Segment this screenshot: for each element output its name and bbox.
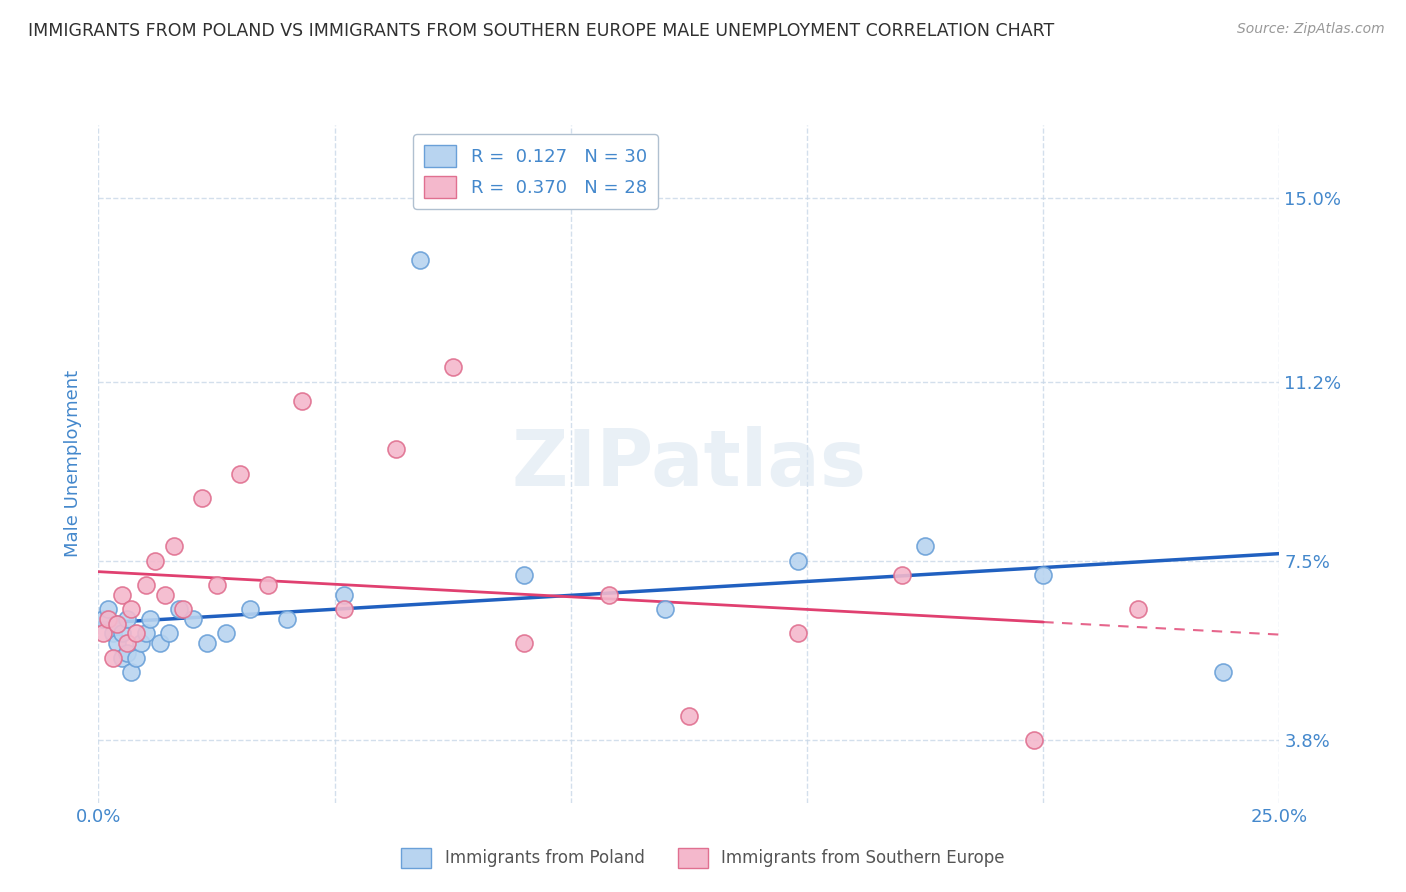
Point — [105, 636, 128, 650]
Point — [149, 636, 172, 650]
Point — [121, 665, 143, 679]
Point — [598, 588, 620, 602]
Point — [890, 568, 912, 582]
Text: Source: ZipAtlas.com: Source: ZipAtlas.com — [1237, 22, 1385, 37]
Point — [125, 650, 148, 665]
Point — [153, 588, 176, 602]
Point — [654, 602, 676, 616]
Point — [1022, 732, 1045, 747]
Text: IMMIGRANTS FROM POLAND VS IMMIGRANTS FROM SOUTHERN EUROPE MALE UNEMPLOYMENT CORR: IMMIGRANTS FROM POLAND VS IMMIGRANTS FRO… — [28, 22, 1054, 40]
Point — [229, 467, 252, 481]
Point — [333, 602, 356, 616]
Point — [195, 636, 218, 650]
Point — [205, 578, 228, 592]
Point — [512, 636, 534, 650]
Point — [97, 612, 120, 626]
Point — [97, 602, 120, 616]
Point — [257, 578, 280, 592]
Point — [678, 708, 700, 723]
Point — [111, 588, 134, 602]
Point — [290, 393, 312, 408]
Point — [91, 626, 114, 640]
Point — [101, 626, 124, 640]
Point — [105, 616, 128, 631]
Point — [239, 602, 262, 616]
Point — [167, 602, 190, 616]
Point — [408, 253, 430, 268]
Y-axis label: Male Unemployment: Male Unemployment — [65, 370, 83, 558]
Point — [121, 602, 143, 616]
Point — [157, 626, 180, 640]
Point — [215, 626, 238, 640]
Point — [129, 636, 152, 650]
Point — [115, 612, 138, 626]
Point — [333, 588, 356, 602]
Point — [385, 442, 408, 457]
Point — [115, 636, 138, 650]
Point — [512, 568, 534, 582]
Point — [101, 650, 124, 665]
Point — [441, 359, 464, 374]
Point — [105, 616, 128, 631]
Point — [181, 612, 204, 626]
Point — [139, 612, 162, 626]
Legend: Immigrants from Poland, Immigrants from Southern Europe: Immigrants from Poland, Immigrants from … — [395, 841, 1011, 875]
Point — [111, 626, 134, 640]
Point — [91, 612, 114, 626]
Point — [172, 602, 194, 616]
Point — [143, 554, 166, 568]
Point — [135, 626, 157, 640]
Point — [191, 491, 214, 505]
Point — [1032, 568, 1054, 582]
Text: ZIPatlas: ZIPatlas — [512, 425, 866, 502]
Point — [786, 626, 808, 640]
Point — [135, 578, 157, 592]
Point — [1212, 665, 1234, 679]
Point — [115, 646, 138, 660]
Point — [163, 539, 186, 553]
Point — [125, 626, 148, 640]
Point — [914, 539, 936, 553]
Legend: R =  0.127   N = 30, R =  0.370   N = 28: R = 0.127 N = 30, R = 0.370 N = 28 — [413, 134, 658, 209]
Point — [786, 554, 808, 568]
Point — [111, 650, 134, 665]
Point — [276, 612, 298, 626]
Point — [1126, 602, 1149, 616]
